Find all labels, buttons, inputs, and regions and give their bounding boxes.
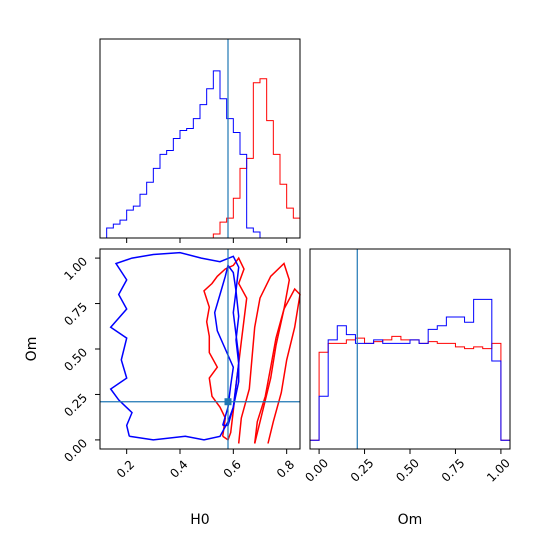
hist-om-xtick-label-4: 1.00 [484, 456, 513, 485]
contour-ytick-label-3: 0.75 [61, 300, 90, 329]
hist-h0-bars [100, 39, 301, 243]
hist-h0-series-0 [100, 78, 301, 239]
hist-h0-frame [99, 38, 301, 239]
hist-om-series-1 [309, 298, 510, 449]
contour-frame [99, 248, 301, 450]
contour-xtick-label-0: 0.2 [114, 457, 137, 480]
ylabel-om: Om [24, 337, 40, 362]
contour-ytick-label-2: 0.50 [61, 345, 90, 374]
hist-h0-series-1 [100, 70, 300, 239]
panel-hist-om: 0.00 0.25 0.50 0.75 1.00 Om [302, 248, 513, 528]
contour-ytick-label-4: 1.00 [61, 254, 90, 283]
hist-om-series-0 [309, 335, 510, 449]
contour-1 [253, 287, 301, 444]
panel-contour: 0.2 0.4 0.6 0.8 0.00 0.25 0.50 0.75 1.00 H0 Om [24, 248, 301, 528]
hist-om-xtick-label-3: 0.75 [439, 456, 468, 485]
hist-om-frame [309, 248, 511, 450]
contour-ytick-label-1: 0.25 [61, 391, 90, 420]
xlabel-h0: H0 [190, 512, 209, 528]
truth-marker [224, 398, 232, 406]
contour-xtick-label-2: 0.6 [221, 457, 244, 480]
hist-om-xtick-label-0: 0.00 [302, 456, 331, 485]
hist-om-xtick-label-2: 0.50 [393, 456, 422, 485]
contour-xtick-label-3: 0.8 [274, 457, 297, 480]
xlabel-om: Om [398, 512, 423, 528]
hist-om-xtick-label-1: 0.25 [348, 456, 377, 485]
contour-xtick-label-1: 0.4 [167, 457, 190, 480]
contour-lines: 0.2 0.4 0.6 0.8 0.00 0.25 0.50 0.75 1.00 [61, 249, 301, 481]
contour-ytick-label-0: 0.00 [61, 436, 90, 465]
contour-0 [237, 262, 291, 444]
contour-3 [109, 251, 240, 441]
panel-hist-h0 [99, 38, 301, 243]
